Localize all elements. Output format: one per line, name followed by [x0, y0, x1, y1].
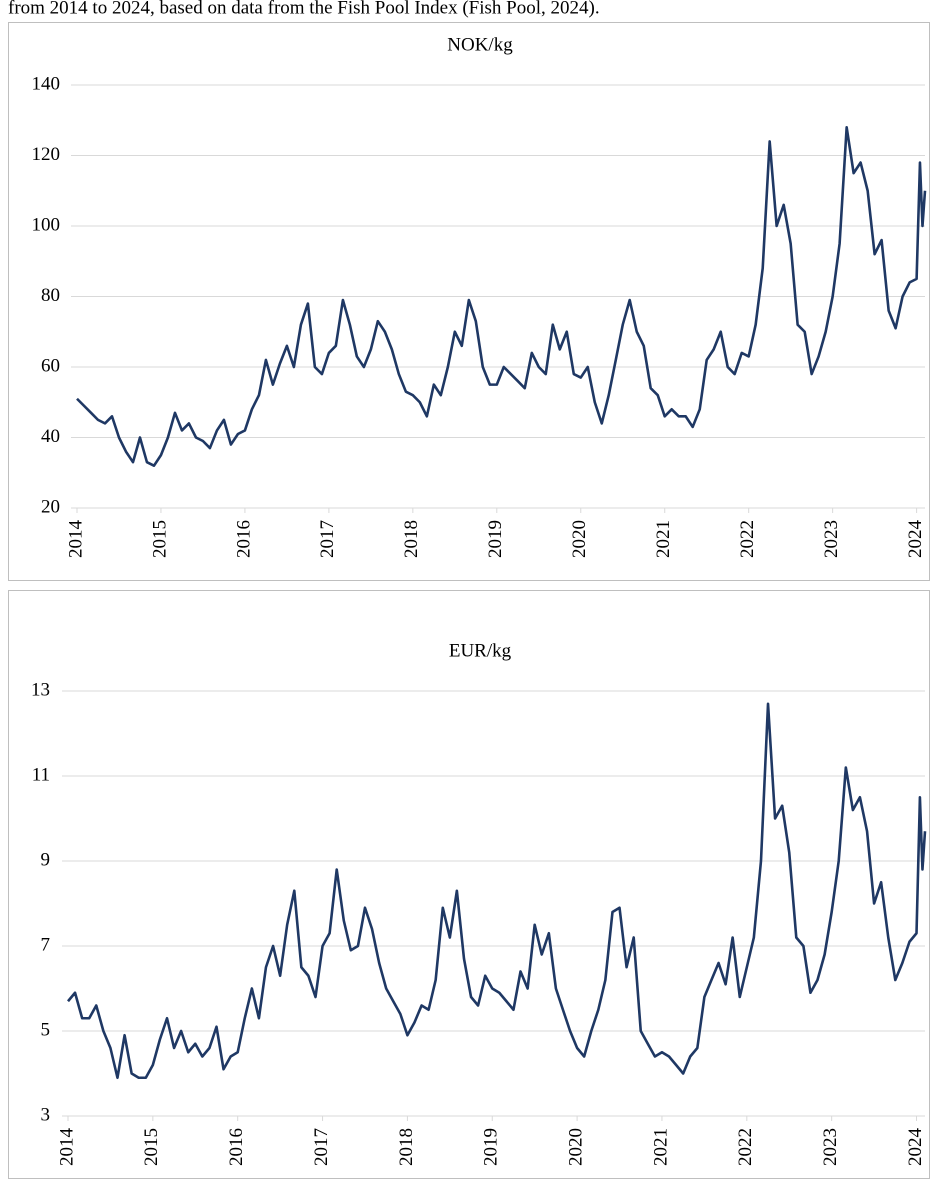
x-tick-label: 2021	[650, 1128, 671, 1166]
x-tick-label: 2017	[311, 1128, 332, 1166]
chart-title: NOK/kg	[447, 34, 513, 55]
price-line	[66, 702, 927, 1080]
x-tick-label: 2020	[565, 1128, 586, 1166]
x-tick-label: 2019	[481, 1128, 502, 1166]
x-tick-label: 2024	[905, 1128, 926, 1167]
y-tick-label: 11	[32, 764, 50, 785]
x-tick-label: 2014	[56, 1128, 77, 1167]
chart-title: EUR/kg	[449, 640, 512, 661]
x-tick-label: 2015	[141, 1128, 162, 1166]
x-tick-label: 2022	[737, 520, 758, 558]
x-tick-label: 2020	[569, 520, 590, 558]
caption: from 2014 to 2024, based on data from th…	[8, 0, 600, 18]
y-tick-label: 13	[31, 679, 50, 700]
x-tick-label: 2017	[317, 520, 338, 558]
x-tick-label: 2015	[149, 520, 170, 558]
chart-frame	[8, 22, 930, 581]
y-tick-label: 5	[41, 1019, 51, 1040]
x-tick-label: 2014	[65, 520, 86, 559]
price-line	[76, 126, 927, 467]
y-tick-label: 20	[41, 496, 60, 517]
y-tick-label: 7	[41, 934, 51, 955]
x-tick-label: 2016	[226, 1128, 247, 1166]
chart-frame	[8, 590, 930, 1179]
y-tick-label: 140	[32, 73, 61, 94]
x-tick-label: 2016	[233, 520, 254, 558]
x-tick-label: 2022	[735, 1128, 756, 1166]
y-tick-label: 40	[41, 426, 60, 447]
x-tick-label: 2019	[485, 520, 506, 558]
x-tick-label: 2023	[820, 1128, 841, 1166]
y-tick-label: 120	[32, 144, 61, 165]
y-tick-label: 80	[41, 285, 60, 306]
x-tick-label: 2021	[653, 520, 674, 558]
x-tick-label: 2018	[396, 1128, 417, 1166]
x-tick-label: 2018	[401, 520, 422, 558]
y-tick-label: 100	[32, 214, 61, 235]
x-tick-label: 2023	[821, 520, 842, 558]
x-tick-label: 2024	[905, 520, 926, 559]
y-tick-label: 3	[41, 1104, 51, 1125]
y-tick-label: 9	[41, 849, 51, 870]
y-tick-label: 60	[41, 355, 60, 376]
